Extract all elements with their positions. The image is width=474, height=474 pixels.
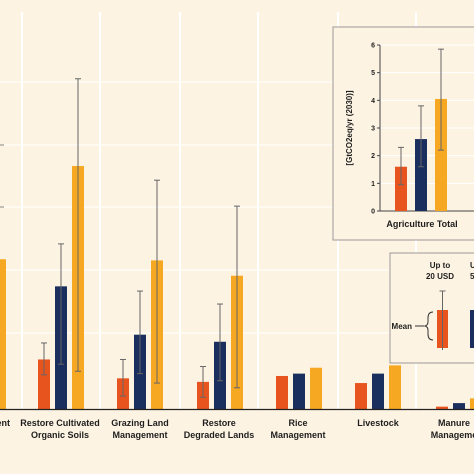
partial-bar [0,259,6,409]
bar-5-1 [453,403,465,409]
inset-bar-2 [435,98,447,211]
legend-brace [423,311,434,341]
inset-y-tick-label-1: 1 [371,181,375,188]
bar-4-1 [372,373,384,409]
inset-y-tick-label-4: 4 [371,98,375,105]
inset-y-tick-label-0: 0 [371,209,375,216]
category-label-2-1: Management [112,430,167,440]
category-label-4-0: Rice [288,418,307,428]
category-label-0-0: ent [0,418,10,428]
bar-5-0 [436,406,448,409]
category-label-2-0: Grazing Land [111,418,169,428]
category-label-6-0: Manure [438,418,470,428]
inset-bar-1 [415,139,427,211]
legend-mean-label: Mean [392,322,413,331]
inset-y-tick-label-6: 6 [371,43,375,50]
legend-col1-line1: Up to [430,261,451,270]
category-label-5-0: Livestock [357,418,400,428]
bar-5-2 [470,398,474,409]
bar-3-1 [293,373,305,409]
category-label-4-1: Management [270,430,325,440]
legend-frame [389,252,474,364]
bar-4-2 [389,365,401,409]
legend-col1-line2: 20 USD [426,272,454,281]
category-label-1-1: Organic Soils [31,430,89,440]
inset-y-axis-label: [GtCO2eq/yr (2030)] [345,90,354,165]
legend-col2-line1: Up [470,261,474,270]
inset-y-tick-label-2: 2 [371,153,375,160]
category-label-3-0: Restore [202,418,236,428]
inset-y-tick-label-5: 5 [371,70,375,77]
bar-4-0 [355,383,367,409]
category-label-1-0: Restore Cultivated [20,418,100,428]
inset-bar-0 [395,166,407,211]
bar-0-0 [38,359,50,409]
legend-swatch-navy [470,310,474,348]
bar-3-2 [310,367,322,409]
inset-y-tick-label-3: 3 [371,126,375,133]
bar-3-0 [276,375,288,409]
category-label-3-1: Degraded Lands [184,430,255,440]
inset-category-label: Agriculture Total [386,219,457,229]
category-label-6-1: Manageme [431,430,474,440]
legend-col2-line2: 50 [470,272,474,281]
